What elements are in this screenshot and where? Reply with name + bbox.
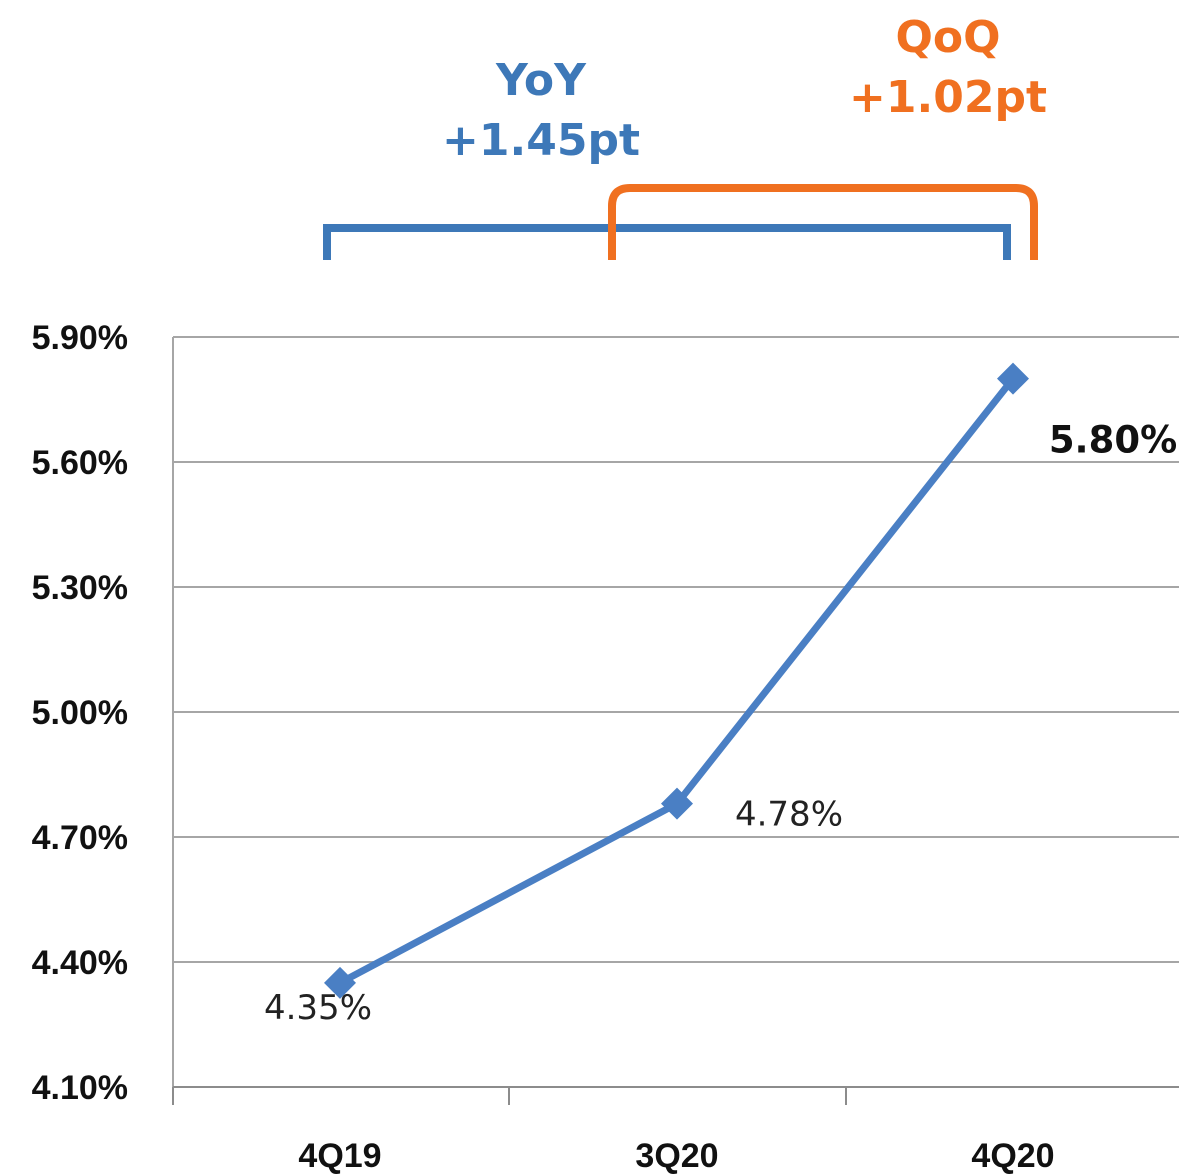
y-tick-label: 5.60%: [32, 444, 128, 482]
y-tick-labels: 4.10% 4.40% 4.70% 5.00% 5.30% 5.60% 5.90%: [32, 319, 128, 1107]
gridlines: [173, 336, 1179, 963]
qoq-annotation-title: QoQ: [895, 12, 1000, 63]
data-label: 4.35%: [264, 988, 372, 1028]
series: [324, 362, 1029, 999]
x-tick-label: 4Q19: [298, 1137, 381, 1175]
x-tick-labels: 4Q19 3Q20 4Q20: [298, 1137, 1054, 1175]
yoy-annotation-value: +1.45pt: [442, 115, 640, 166]
qoq-annotation-value: +1.02pt: [849, 72, 1047, 123]
change-brackets: [323, 184, 1038, 260]
data-point-marker: [661, 787, 693, 820]
qoq-bracket: [608, 184, 1038, 260]
axes: [172, 337, 1179, 1105]
data-point-marker: [997, 362, 1029, 395]
series-line: [338, 376, 1016, 986]
y-tick-label: 5.30%: [32, 569, 128, 607]
x-tick-label: 3Q20: [635, 1137, 718, 1175]
y-tick-label: 4.10%: [32, 1069, 128, 1107]
yoy-annotation-title: YoY: [495, 55, 587, 106]
data-label: 4.78%: [735, 795, 843, 835]
data-label: 5.80%: [1049, 419, 1177, 462]
yoy-bracket: [323, 224, 1011, 260]
data-point-marker: [324, 966, 356, 999]
y-tick-label: 4.70%: [32, 819, 128, 857]
x-tick-label: 4Q20: [971, 1137, 1054, 1175]
data-labels: 4.35% 4.78% 5.80%: [264, 419, 1177, 1028]
y-tick-label: 5.90%: [32, 319, 128, 357]
y-tick-label: 5.00%: [32, 694, 128, 732]
y-tick-label: 4.40%: [32, 944, 128, 982]
